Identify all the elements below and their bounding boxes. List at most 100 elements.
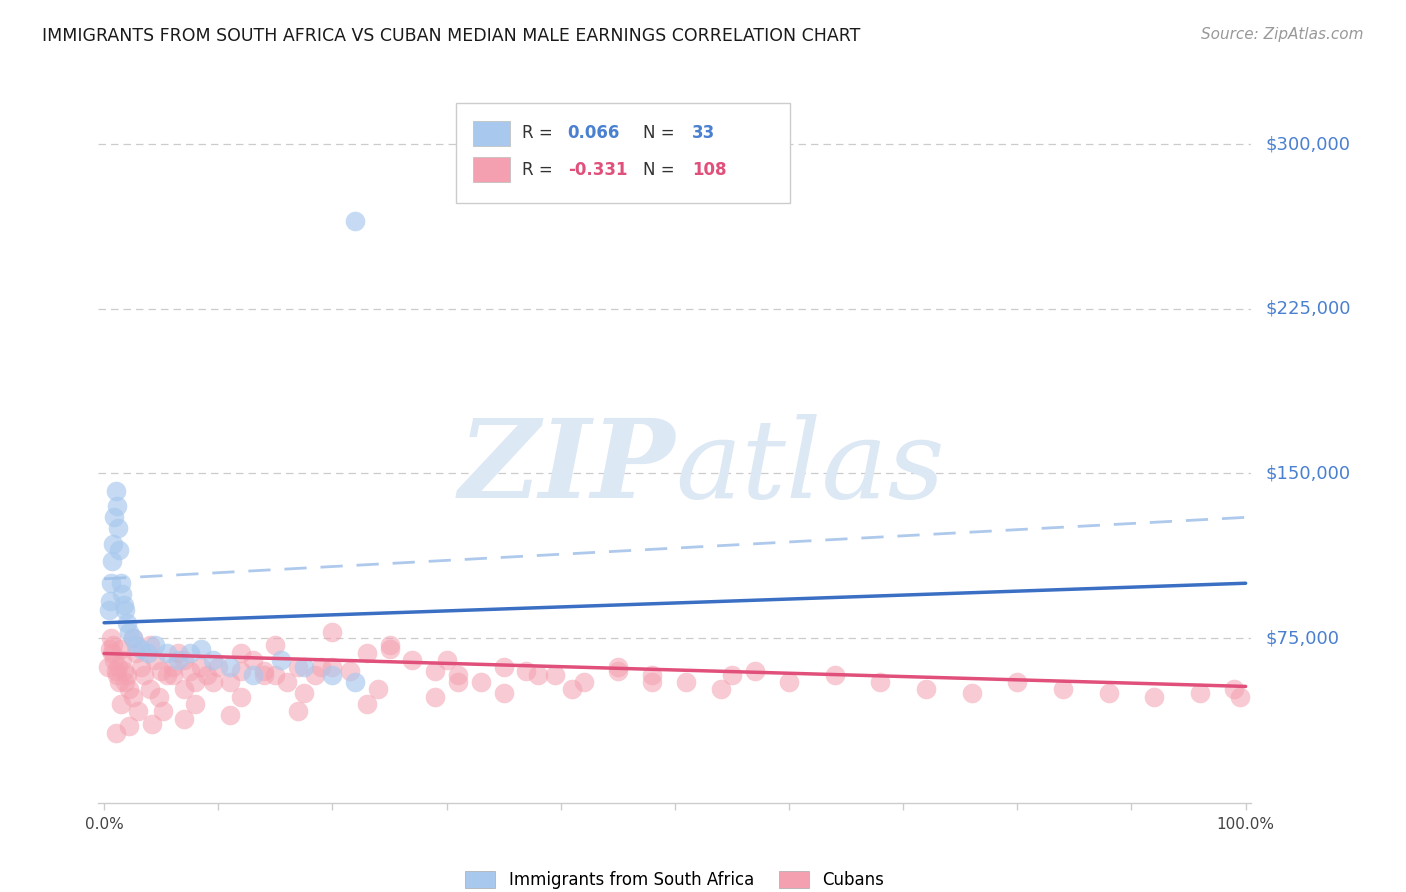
Point bbox=[1098, 686, 1121, 700]
Point bbox=[1007, 675, 1029, 690]
Point bbox=[201, 675, 224, 690]
Point bbox=[292, 686, 315, 700]
Text: Source: ZipAtlas.com: Source: ZipAtlas.com bbox=[1201, 27, 1364, 42]
Point bbox=[447, 668, 470, 682]
Point bbox=[356, 647, 378, 661]
Point bbox=[641, 668, 664, 682]
Point bbox=[960, 686, 983, 700]
Text: $150,000: $150,000 bbox=[1265, 465, 1350, 483]
Point bbox=[321, 659, 343, 673]
Point bbox=[425, 690, 447, 705]
Text: N =: N = bbox=[643, 125, 679, 143]
Point bbox=[869, 675, 891, 690]
Point bbox=[121, 631, 143, 645]
Point bbox=[242, 668, 264, 682]
Text: 108: 108 bbox=[692, 161, 727, 178]
Point bbox=[641, 675, 664, 690]
Point bbox=[218, 708, 240, 723]
Point bbox=[184, 675, 207, 690]
Point bbox=[148, 690, 170, 705]
Point bbox=[229, 690, 252, 705]
Point bbox=[606, 664, 628, 678]
Y-axis label: Median Male Earnings: Median Male Earnings bbox=[0, 355, 8, 537]
Point bbox=[744, 664, 766, 678]
Point bbox=[115, 668, 138, 682]
Point bbox=[115, 615, 138, 630]
Point bbox=[292, 659, 315, 673]
Point bbox=[287, 659, 309, 673]
Point bbox=[100, 631, 122, 645]
Point bbox=[96, 659, 118, 673]
Point bbox=[98, 594, 121, 608]
Point bbox=[118, 624, 141, 639]
Point bbox=[145, 653, 167, 667]
Point bbox=[264, 668, 287, 682]
Point bbox=[709, 681, 731, 696]
Text: 0.066: 0.066 bbox=[568, 125, 620, 143]
Point bbox=[824, 668, 846, 682]
Point bbox=[167, 653, 190, 667]
Point bbox=[167, 647, 190, 661]
Point bbox=[242, 653, 264, 667]
Point bbox=[378, 642, 401, 657]
Text: -0.331: -0.331 bbox=[568, 161, 627, 178]
Point bbox=[207, 659, 229, 673]
Point bbox=[229, 664, 252, 678]
Point bbox=[98, 642, 121, 657]
Point bbox=[229, 647, 252, 661]
Point bbox=[103, 653, 125, 667]
Point bbox=[132, 668, 155, 682]
Point bbox=[378, 638, 401, 652]
Point bbox=[104, 664, 127, 678]
Text: N =: N = bbox=[643, 161, 679, 178]
Point bbox=[114, 602, 136, 616]
Point bbox=[105, 500, 128, 514]
Point bbox=[492, 659, 515, 673]
Point bbox=[1052, 681, 1074, 696]
Point bbox=[162, 668, 184, 682]
Point bbox=[309, 659, 332, 673]
Point bbox=[339, 664, 361, 678]
Point bbox=[105, 668, 128, 682]
Text: atlas: atlas bbox=[675, 414, 945, 521]
Point bbox=[179, 647, 201, 661]
Text: R =: R = bbox=[522, 161, 558, 178]
Point bbox=[675, 675, 697, 690]
Point bbox=[778, 675, 800, 690]
Point bbox=[173, 712, 195, 726]
Point bbox=[101, 647, 124, 661]
Point bbox=[184, 697, 207, 711]
Point bbox=[156, 668, 179, 682]
Point bbox=[162, 659, 184, 673]
FancyBboxPatch shape bbox=[472, 157, 510, 182]
Point bbox=[145, 638, 167, 652]
Point bbox=[721, 668, 744, 682]
Text: R =: R = bbox=[522, 125, 558, 143]
Point bbox=[104, 725, 127, 739]
Point bbox=[114, 675, 136, 690]
Point bbox=[492, 686, 515, 700]
Point bbox=[436, 653, 458, 667]
Point bbox=[104, 483, 127, 498]
Point bbox=[136, 647, 159, 661]
Text: IMMIGRANTS FROM SOUTH AFRICA VS CUBAN MEDIAN MALE EARNINGS CORRELATION CHART: IMMIGRANTS FROM SOUTH AFRICA VS CUBAN ME… bbox=[42, 27, 860, 45]
Point bbox=[110, 697, 132, 711]
Point bbox=[129, 659, 152, 673]
Point bbox=[1188, 686, 1211, 700]
Point bbox=[107, 521, 129, 535]
FancyBboxPatch shape bbox=[456, 103, 790, 203]
Point bbox=[344, 675, 367, 690]
Point bbox=[367, 681, 389, 696]
Point bbox=[470, 675, 492, 690]
Point bbox=[103, 537, 125, 551]
Point bbox=[141, 716, 163, 731]
Point bbox=[129, 642, 152, 657]
Point bbox=[107, 659, 129, 673]
Point bbox=[915, 681, 938, 696]
Point bbox=[253, 664, 276, 678]
Point bbox=[201, 653, 224, 667]
Point bbox=[1223, 681, 1246, 696]
Point bbox=[152, 704, 174, 718]
Point bbox=[1143, 690, 1166, 705]
Point bbox=[515, 664, 537, 678]
